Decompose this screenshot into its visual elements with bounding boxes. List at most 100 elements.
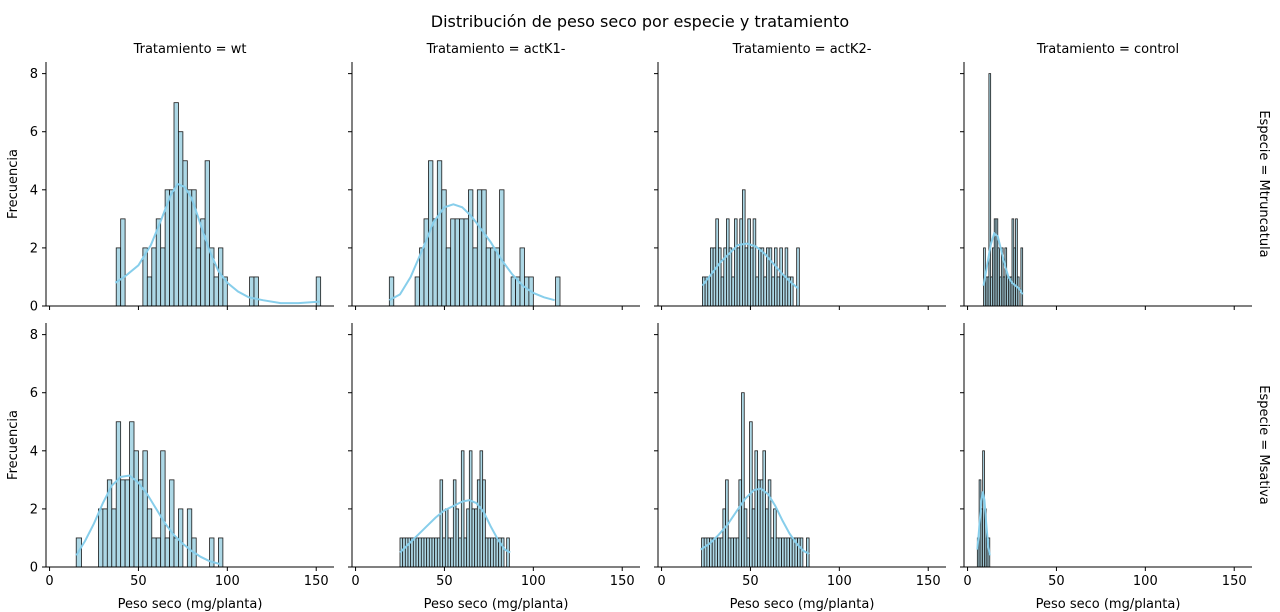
panel-Msativa-control: 0 50 100 150 Peso seco (mg/planta) Especie = … xyxy=(960,323,1271,612)
histogram-bar xyxy=(728,247,733,307)
histogram-bar xyxy=(436,537,441,568)
histogram-bar xyxy=(249,276,255,307)
histogram-bar xyxy=(703,537,708,568)
histogram-bar xyxy=(432,218,438,307)
histogram-bar xyxy=(799,537,804,568)
histogram-bar xyxy=(500,537,505,568)
histogram-bar xyxy=(472,247,478,307)
x-tick-label: 50 xyxy=(742,574,759,589)
histogram-bar xyxy=(178,131,184,307)
histogram-bar xyxy=(762,450,766,568)
y-tick-label: 6 xyxy=(30,125,38,140)
histogram-bar xyxy=(767,479,772,568)
x-axis-label: Peso seco (mg/planta) xyxy=(118,597,263,612)
histogram-bar xyxy=(173,537,179,568)
kde-line xyxy=(114,182,320,305)
x-tick-label: 150 xyxy=(916,574,941,589)
y-tick-label: 6 xyxy=(30,386,38,401)
kde-line xyxy=(399,499,511,554)
histogram-bar xyxy=(415,537,420,568)
kde-line xyxy=(701,242,800,290)
histogram-bar xyxy=(730,537,734,568)
panel-Mtruncatula-actK2-: Tratamiento = actK2- xyxy=(654,42,946,310)
x-tick-label: 100 xyxy=(827,574,852,589)
column-title: Tratamiento = wt xyxy=(133,42,247,57)
histogram-bar xyxy=(388,276,395,307)
y-axis-label: Frecuencia xyxy=(6,149,21,219)
histogram-bar xyxy=(492,537,497,568)
histogram-bar xyxy=(758,247,762,307)
histogram-bar xyxy=(796,247,800,307)
histogram-bar xyxy=(120,218,126,307)
histogram-bar xyxy=(719,537,724,568)
column-title: Tratamiento = control xyxy=(1036,42,1179,57)
y-axis-label: Frecuencia xyxy=(6,410,21,480)
histogram-bar xyxy=(775,537,780,568)
histogram-bar xyxy=(776,276,781,307)
histogram-bar xyxy=(768,247,773,307)
histogram-bar xyxy=(468,450,473,568)
histogram-bar xyxy=(142,450,148,568)
histogram-bar xyxy=(759,479,764,568)
x-axis-label: Peso seco (mg/planta) xyxy=(424,597,569,612)
histogram-bar xyxy=(447,537,452,568)
histogram-bar xyxy=(120,479,126,568)
y-tick-label: 2 xyxy=(30,241,38,256)
histogram-bar xyxy=(743,508,748,568)
histogram-bar xyxy=(734,218,738,307)
histogram-bar xyxy=(436,160,443,307)
histogram-bar xyxy=(146,508,153,568)
row-title: Especie = Mtruncatula xyxy=(1256,110,1271,257)
histogram-bar xyxy=(155,537,162,568)
x-tick-label: 0 xyxy=(351,574,359,589)
kde-line xyxy=(700,487,810,555)
histogram-bar xyxy=(445,247,452,307)
panel-Msativa-actK2-: 0 50 100 150 Peso seco (mg/planta) xyxy=(654,323,946,612)
histogram-bar xyxy=(182,160,188,307)
histogram-bar xyxy=(454,218,460,307)
histogram-bar xyxy=(186,508,193,568)
histogram-bar xyxy=(98,508,104,568)
row-title: Especie = Msativa xyxy=(1256,385,1271,504)
y-tick-label: 4 xyxy=(30,183,38,198)
histogram-bar xyxy=(770,537,774,568)
histogram-bar xyxy=(404,537,409,568)
histogram-bar xyxy=(476,479,481,568)
histogram-bar xyxy=(164,537,170,568)
histogram-bar xyxy=(720,276,725,307)
histogram-bar xyxy=(471,508,476,568)
histogram-bar xyxy=(169,479,175,568)
x-axis-label: Peso seco (mg/planta) xyxy=(1036,597,1181,612)
kde-line xyxy=(388,203,555,302)
x-tick-label: 50 xyxy=(1048,574,1065,589)
histogram-bar xyxy=(423,218,429,307)
histogram-bar xyxy=(460,450,465,568)
histogram-bar xyxy=(151,247,157,307)
histogram-bar xyxy=(124,479,130,568)
histogram-bar xyxy=(742,189,746,307)
y-tick-label: 8 xyxy=(30,67,38,82)
histogram-bar xyxy=(750,247,754,307)
histogram-bar xyxy=(455,508,460,568)
histogram-bar xyxy=(444,508,449,568)
histogram-bar xyxy=(988,73,992,307)
histogram-bar xyxy=(495,537,500,568)
histogram-bar xyxy=(751,508,756,568)
histogram-bar xyxy=(727,537,732,568)
histogram-bar xyxy=(718,247,722,307)
histogram-bar xyxy=(414,276,420,307)
histogram-bar xyxy=(195,247,202,307)
histogram-bar xyxy=(487,537,492,568)
histogram-bar xyxy=(706,537,710,568)
histogram-bar xyxy=(746,537,750,568)
x-tick-label: 50 xyxy=(130,574,147,589)
x-tick-label: 150 xyxy=(1222,574,1247,589)
panel-Mtruncatula-control: Tratamiento = control Especie = Mtruncatu… xyxy=(960,42,1271,310)
histogram-bar xyxy=(778,537,782,568)
x-tick-label: 0 xyxy=(45,574,53,589)
histogram-bar xyxy=(1016,276,1020,307)
histogram-bar xyxy=(423,537,428,568)
histogram-bar xyxy=(1020,247,1024,307)
histogram-bar xyxy=(711,537,716,568)
